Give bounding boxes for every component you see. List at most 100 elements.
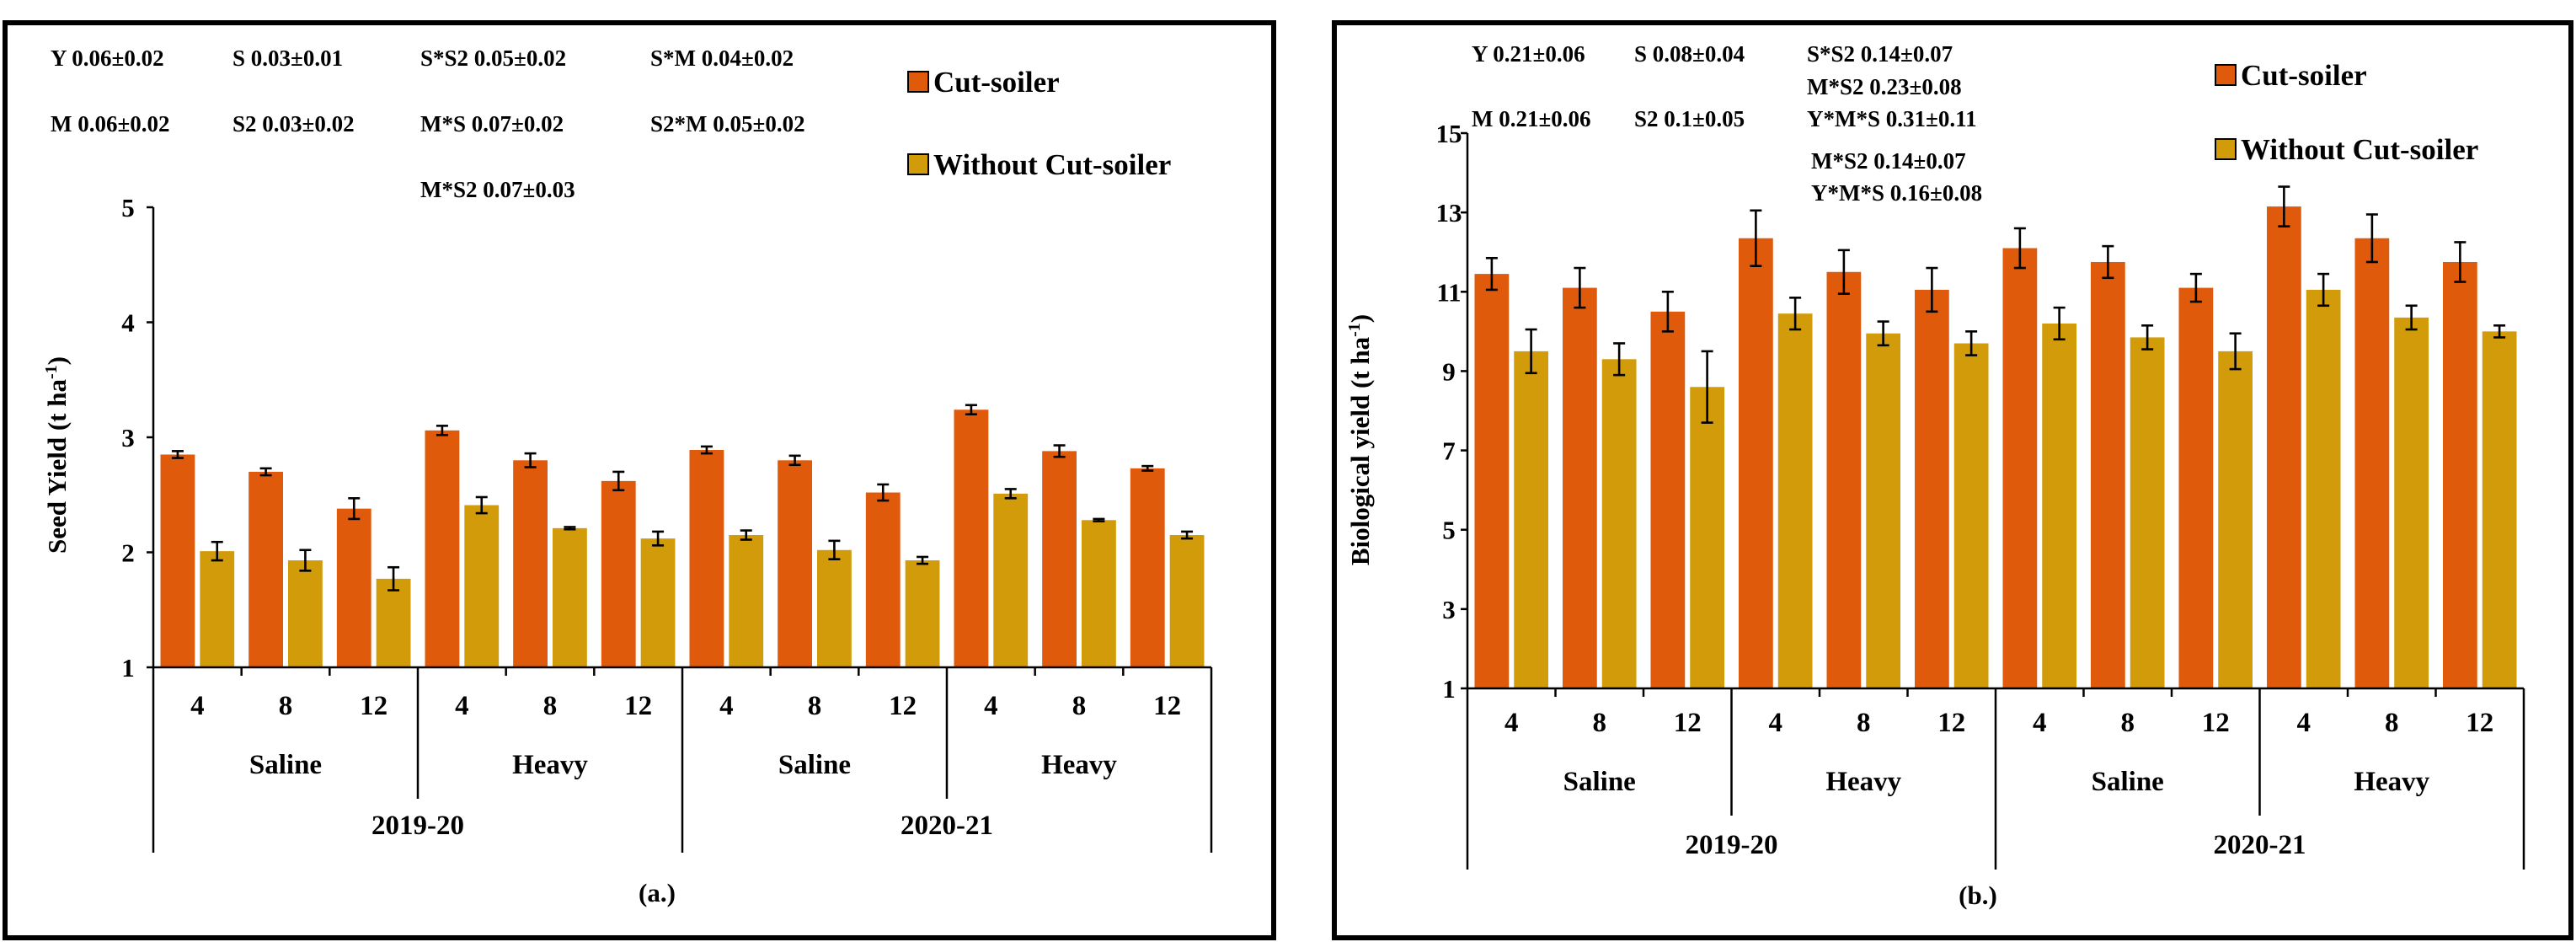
bar-cut-soiler [513,460,548,667]
bar-cut-soiler [1130,468,1165,667]
x-category-label: 12 [360,691,387,721]
bar-cut-soiler [249,471,283,667]
y-tick-label: 3 [1442,595,1456,624]
stat-text: S2 0.03±0.02 [232,111,355,136]
y-tick-label: 15 [1436,119,1462,148]
stat-text: S 0.08±0.04 [1634,41,1745,67]
x-year-label: 2019-20 [1686,830,1778,860]
x-group-label: Heavy [2354,767,2429,797]
stat-text: Y 0.06±0.02 [51,45,164,71]
bar-without-cut-soiler [2218,351,2253,688]
bar-without-cut-soiler [288,560,323,667]
bar-without-cut-soiler [2394,317,2429,688]
bar-cut-soiler [1562,287,1597,688]
y-tick-label: 5 [1442,516,1456,545]
bar-without-cut-soiler [1169,535,1205,667]
x-group-label: Saline [2092,767,2164,797]
x-group-label: Heavy [1041,750,1117,780]
stat-text: Y*M*S 0.31±0.11 [1807,106,1977,131]
bar-cut-soiler [1914,289,1949,688]
x-category-label: 8 [1593,708,1607,738]
x-category-label: 12 [1153,691,1181,721]
bar-cut-soiler [160,454,195,667]
x-category-label: 4 [455,691,469,721]
stat-text: S2*M 0.05±0.02 [650,111,805,136]
y-axis-label: Biological yield (t ha-1) [1345,314,1375,565]
legend-swatch-without-cut-soiler [2215,138,2237,160]
bar-without-cut-soiler [1866,333,1901,688]
bar-cut-soiler [601,480,636,667]
stat-text: M 0.06±0.02 [51,111,170,136]
x-category-label: 8 [2385,708,2399,738]
bar-without-cut-soiler [2042,323,2077,688]
legend-label: Without Cut-soiler [933,148,1171,181]
bar-without-cut-soiler [1690,387,1725,688]
legend-swatch-cut-soiler [907,71,929,93]
bar-cut-soiler [778,460,812,667]
bar-without-cut-soiler [2130,337,2165,688]
x-category-label: 4 [2033,708,2047,738]
stat-text: S 0.03±0.01 [232,45,343,71]
x-category-label: 8 [1857,708,1871,738]
bar-cut-soiler [865,492,901,667]
stat-text: S2 0.1±0.05 [1634,106,1745,131]
stat-text: M*S2 0.14±0.07 [1811,148,1966,174]
y-axis-label: Seed Yield (t ha-1) [42,356,72,554]
bar-without-cut-soiler [376,578,411,667]
x-category-label: 4 [984,691,998,721]
y-tick-label: 11 [1436,277,1461,307]
x-group-label: Saline [249,750,322,780]
bar-cut-soiler [2002,248,2038,688]
legend-swatch-cut-soiler [2215,64,2237,86]
bar-without-cut-soiler [2482,331,2517,688]
y-tick-label: 1 [1442,674,1456,704]
bar-cut-soiler [2090,261,2125,688]
x-category-label: 4 [719,691,734,721]
stat-text: S*S2 0.14±0.07 [1807,41,1953,67]
y-tick-label: 9 [1442,356,1456,386]
legend-label: Without Cut-soiler [2241,133,2478,166]
stat-text: M 0.21±0.06 [1472,106,1591,131]
bar-cut-soiler [2266,206,2301,688]
legend-label: Cut-soiler [933,66,1060,99]
x-year-label: 2019-20 [371,811,464,841]
panel-b-frame [1332,20,2573,940]
bar-cut-soiler [2442,261,2477,688]
bar-without-cut-soiler [200,551,235,667]
panel-b-stats: Y 0.21±0.06 S 0.08±0.04 S*S2 0.14±0.07 M… [1472,41,1982,206]
legend-label: Cut-soiler [2241,59,2367,92]
bar-cut-soiler [2178,287,2214,688]
bar-without-cut-soiler [905,560,940,667]
bar-without-cut-soiler [1082,520,1116,667]
bar-without-cut-soiler [1777,313,1813,688]
y-tick-label: 13 [1436,198,1462,227]
bar-cut-soiler [954,409,989,667]
bar-cut-soiler [689,450,724,667]
bar-cut-soiler [1826,271,1862,688]
panel-a-legend: Cut-soiler Without Cut-soiler [907,66,1171,181]
bar-without-cut-soiler [1601,359,1637,688]
bar-without-cut-soiler [640,538,676,667]
panel-caption: (a.) [639,878,676,907]
x-category-label: 12 [2202,708,2230,738]
y-tick-label: 4 [121,308,135,338]
bar-cut-soiler [1042,451,1077,667]
x-category-label: 4 [190,691,205,721]
stat-text: S*S2 0.05±0.02 [420,45,566,71]
stat-text: M*S2 0.07±0.03 [420,177,575,202]
bar-without-cut-soiler [2306,289,2341,688]
y-tick-label: 3 [121,423,135,452]
stat-text: M*S 0.07±0.02 [420,111,564,136]
x-category-label: 12 [1674,708,1702,738]
y-tick-label: 5 [121,193,135,222]
x-category-label: 8 [808,691,822,721]
x-category-label: 12 [624,691,652,721]
bar-cut-soiler [2354,238,2390,689]
y-tick-label: 7 [1442,436,1456,466]
stat-text: Y 0.21±0.06 [1472,41,1585,67]
stat-text: Y*M*S 0.16±0.08 [1811,180,1982,206]
x-category-label: 12 [2466,708,2493,738]
x-category-label: 4 [2297,708,2311,738]
bar-without-cut-soiler [1514,351,1549,688]
